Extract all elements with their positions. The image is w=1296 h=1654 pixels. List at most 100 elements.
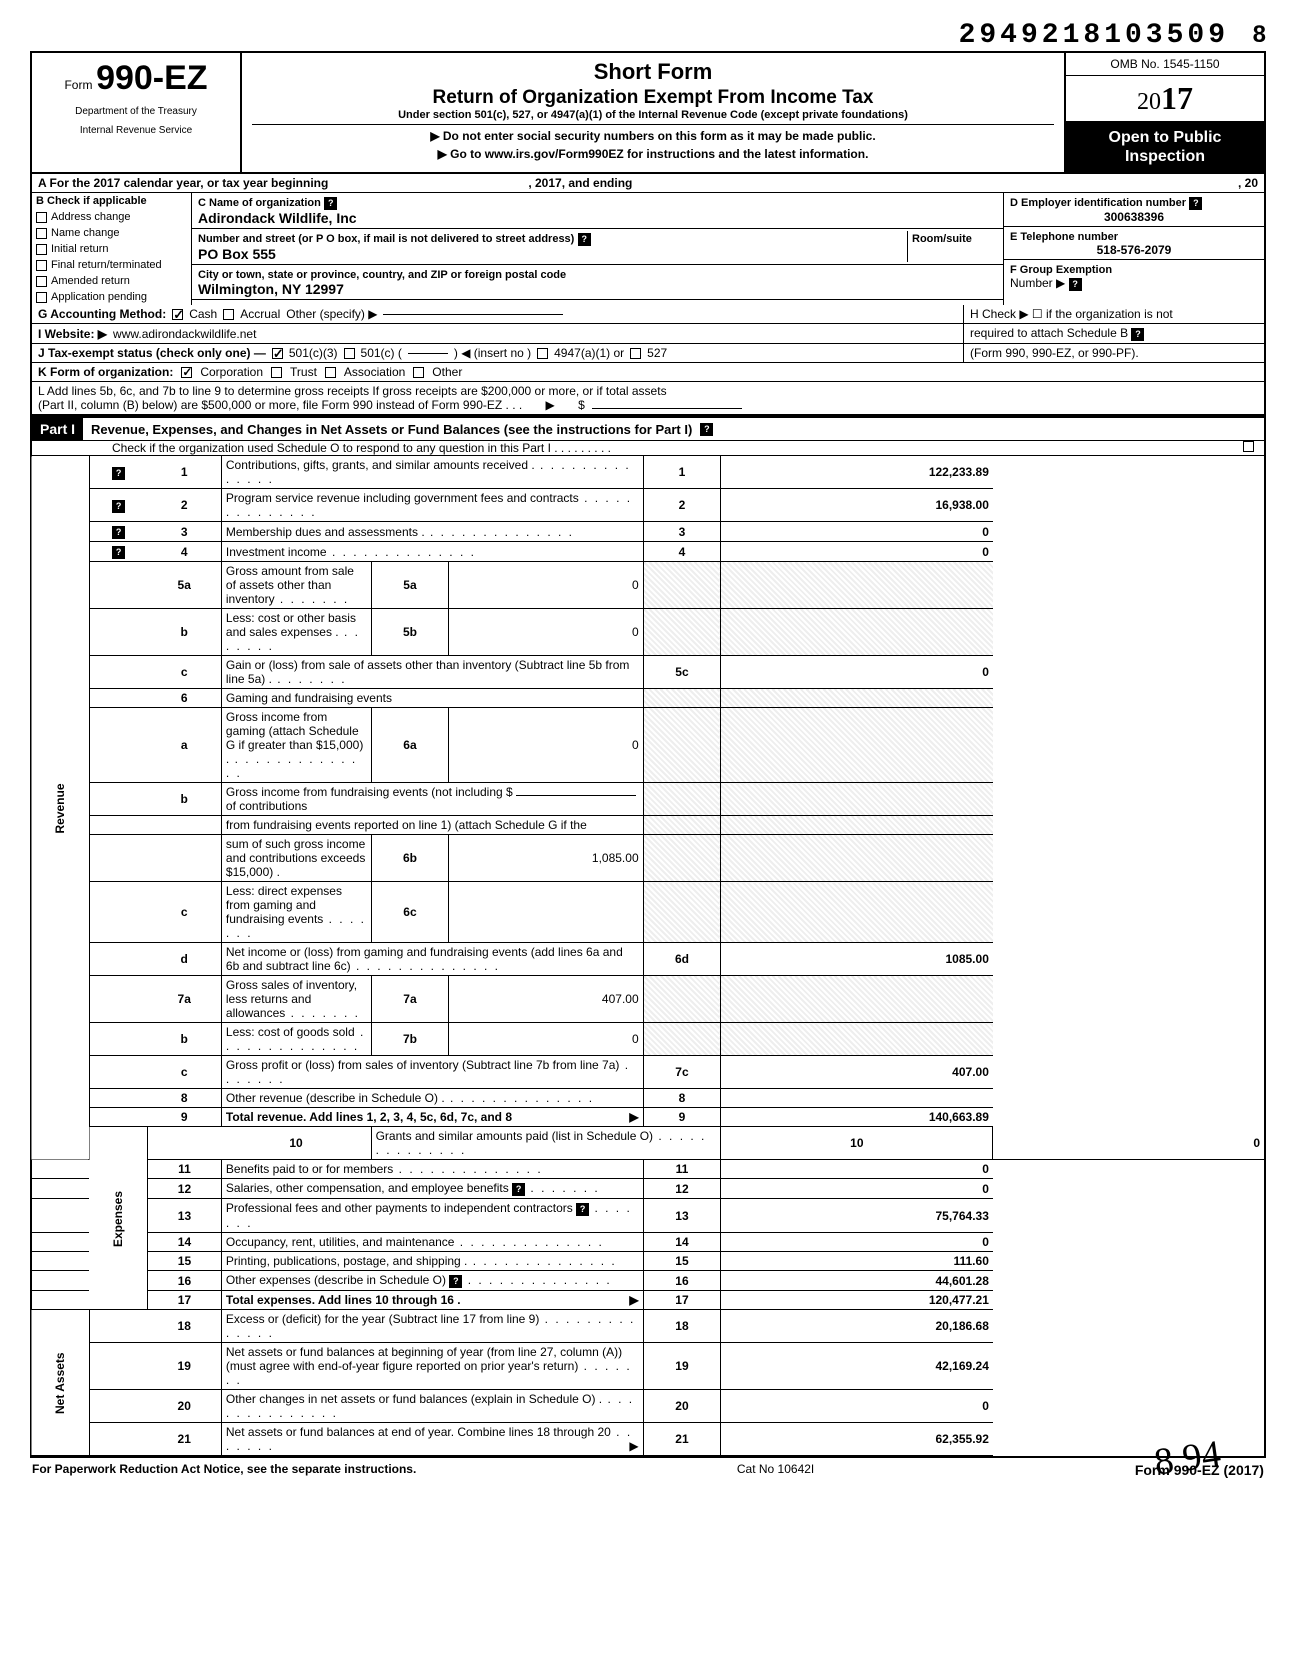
check-501c3[interactable]	[272, 348, 283, 359]
check-amended[interactable]: Amended return	[32, 273, 191, 289]
main-title: Return of Organization Exempt From Incom…	[252, 87, 1054, 109]
line-6c: c Less: direct expenses from gaming and …	[31, 882, 1265, 943]
help-icon[interactable]: ?	[578, 233, 591, 246]
tax-year: 20201717	[1066, 76, 1264, 122]
c-street-label: Number and street (or P O box, if mail i…	[198, 233, 574, 245]
line-3: ? 3 Membership dues and assessments . 3 …	[31, 522, 1265, 542]
line-15: 15 Printing, publications, postage, and …	[31, 1252, 1265, 1271]
org-info-grid: B Check if applicable Address change Nam…	[30, 193, 1266, 305]
ein-label: D Employer identification number	[1010, 197, 1186, 209]
check-cash[interactable]	[172, 309, 183, 320]
pra-notice: For Paperwork Reduction Act Notice, see …	[32, 1462, 416, 1478]
help-icon[interactable]: ?	[1189, 197, 1202, 210]
check-initial-return[interactable]: Initial return	[32, 241, 191, 257]
row-h: H Check ▶ ☐ if the organization is not	[964, 305, 1264, 323]
group-exemption-number: Number ▶	[1010, 276, 1065, 290]
col-d-ids: D Employer identification number ? 30063…	[1004, 193, 1264, 305]
row-h-cont2: (Form 990, 990-EZ, or 990-PF).	[964, 344, 1264, 362]
line-6b-1: b Gross income from fundraising events (…	[31, 783, 1265, 816]
org-city: Wilmington, NY 12997	[198, 281, 344, 297]
help-icon[interactable]: ?	[324, 197, 337, 210]
help-icon[interactable]: ?	[449, 1275, 462, 1288]
line-6: 6 Gaming and fundraising events	[31, 689, 1265, 708]
sub-title: Under section 501(c), 527, or 4947(a)(1)…	[252, 109, 1054, 125]
check-address-change[interactable]: Address change	[32, 209, 191, 225]
check-other-org[interactable]	[413, 367, 424, 378]
year-box: OMB No. 1545-1150 20201717 Open to Publi…	[1064, 53, 1264, 172]
line-7a: 7a Gross sales of inventory, less return…	[31, 976, 1265, 1023]
line-12: 12 Salaries, other compensation, and emp…	[31, 1179, 1265, 1199]
line-13: 13 Professional fees and other payments …	[31, 1199, 1265, 1233]
line-18: Net Assets 18 Excess or (deficit) for th…	[31, 1310, 1265, 1343]
side-net-assets: Net Assets	[31, 1310, 89, 1456]
row-k: K Form of organization: Corporation Trus…	[30, 363, 1266, 382]
line-1: Revenue ? 1 Contributions, gifts, grants…	[31, 456, 1265, 489]
line-5b: b Less: cost or other basis and sales ex…	[31, 609, 1265, 656]
group-exemption-label: F Group Exemption	[1010, 264, 1112, 276]
line-19: 19 Net assets or fund balances at beginn…	[31, 1343, 1265, 1390]
check-schedule-o[interactable]	[1243, 441, 1254, 452]
help-icon[interactable]: ?	[112, 546, 125, 559]
line-2: ? 2 Program service revenue including go…	[31, 489, 1265, 522]
tel-value: 518-576-2079	[1010, 243, 1258, 257]
instr-url: ▶ Go to www.irs.gov/Form990EZ for instru…	[252, 147, 1054, 161]
line-6b-3: sum of such gross income and contributio…	[31, 835, 1265, 882]
lines-table: Revenue ? 1 Contributions, gifts, grants…	[30, 456, 1266, 1456]
col-c-org: C Name of organization ? Adirondack Wild…	[192, 193, 1004, 305]
short-form-label: Short Form	[252, 59, 1054, 85]
g-label: G Accounting Method:	[38, 307, 166, 321]
row-h-cont: required to attach Schedule B ?	[964, 324, 1264, 343]
line-5a: 5a Gross amount from sale of assets othe…	[31, 562, 1265, 609]
help-icon[interactable]: ?	[576, 1203, 589, 1216]
check-corporation[interactable]	[181, 367, 192, 378]
col-b-checks: B Check if applicable Address change Nam…	[32, 193, 192, 305]
check-trust[interactable]	[271, 367, 282, 378]
line-7c: c Gross profit or (loss) from sales of i…	[31, 1056, 1265, 1089]
row-i-h2: I Website: ▶ www.adirondackwildlife.net …	[30, 324, 1266, 344]
line-5c: c Gain or (loss) from sale of assets oth…	[31, 656, 1265, 689]
dept-irs: Internal Revenue Service	[38, 125, 234, 136]
help-icon[interactable]: ?	[112, 467, 125, 480]
part1-header-row: Part I Revenue, Expenses, and Changes in…	[30, 416, 1266, 441]
line-4: ? 4 Investment income 4 0	[31, 542, 1265, 562]
help-icon[interactable]: ?	[1069, 278, 1082, 291]
row-l: L Add lines 5b, 6c, and 7b to line 9 to …	[30, 382, 1266, 416]
part1-title: Revenue, Expenses, and Changes in Net As…	[83, 420, 700, 439]
doc-number: 2949218103509	[959, 20, 1229, 51]
form-header: Form 990-EZ Department of the Treasury I…	[30, 51, 1266, 172]
check-501c[interactable]	[344, 348, 355, 359]
line-11: 11 Benefits paid to or for members 11 0	[31, 1160, 1265, 1179]
k-label: K Form of organization:	[38, 365, 173, 379]
line-7b: b Less: cost of goods sold 7b 0	[31, 1023, 1265, 1056]
part1-label: Part I	[32, 418, 83, 440]
title-box: Short Form Return of Organization Exempt…	[242, 53, 1064, 172]
instr-ssn: ▶ Do not enter social security numbers o…	[252, 129, 1054, 143]
side-revenue: Revenue	[31, 456, 89, 1160]
line-8: 8 Other revenue (describe in Schedule O)…	[31, 1089, 1265, 1108]
check-final-return[interactable]: Final return/terminated	[32, 257, 191, 273]
page-number: 8	[1253, 21, 1266, 48]
cat-no: Cat No 10642I	[737, 1462, 814, 1478]
help-icon[interactable]: ?	[112, 500, 125, 513]
check-4947[interactable]	[537, 348, 548, 359]
check-527[interactable]	[630, 348, 641, 359]
help-icon[interactable]: ?	[1131, 328, 1144, 341]
form-id-box: Form 990-EZ Department of the Treasury I…	[32, 53, 242, 172]
check-name-change[interactable]: Name change	[32, 225, 191, 241]
check-application-pending[interactable]: Application pending	[32, 289, 191, 305]
room-suite-label: Room/suite	[912, 233, 972, 245]
line-20: 20 Other changes in net assets or fund b…	[31, 1390, 1265, 1423]
dept-treasury: Department of the Treasury	[38, 106, 234, 117]
help-icon[interactable]: ?	[512, 1183, 525, 1196]
line-14: 14 Occupancy, rent, utilities, and maint…	[31, 1233, 1265, 1252]
i-label: I Website: ▶	[38, 327, 107, 341]
line-9: 9 Total revenue. Add lines 1, 2, 3, 4, 5…	[31, 1108, 1265, 1127]
help-icon[interactable]: ?	[112, 526, 125, 539]
j-label: J Tax-exempt status (check only one) —	[38, 346, 266, 360]
line-16: 16 Other expenses (describe in Schedule …	[31, 1271, 1265, 1291]
tel-label: E Telephone number	[1010, 231, 1118, 243]
c-name-label: C Name of organization	[198, 197, 321, 209]
check-association[interactable]	[325, 367, 336, 378]
check-accrual[interactable]	[223, 309, 234, 320]
help-icon[interactable]: ?	[700, 423, 713, 436]
